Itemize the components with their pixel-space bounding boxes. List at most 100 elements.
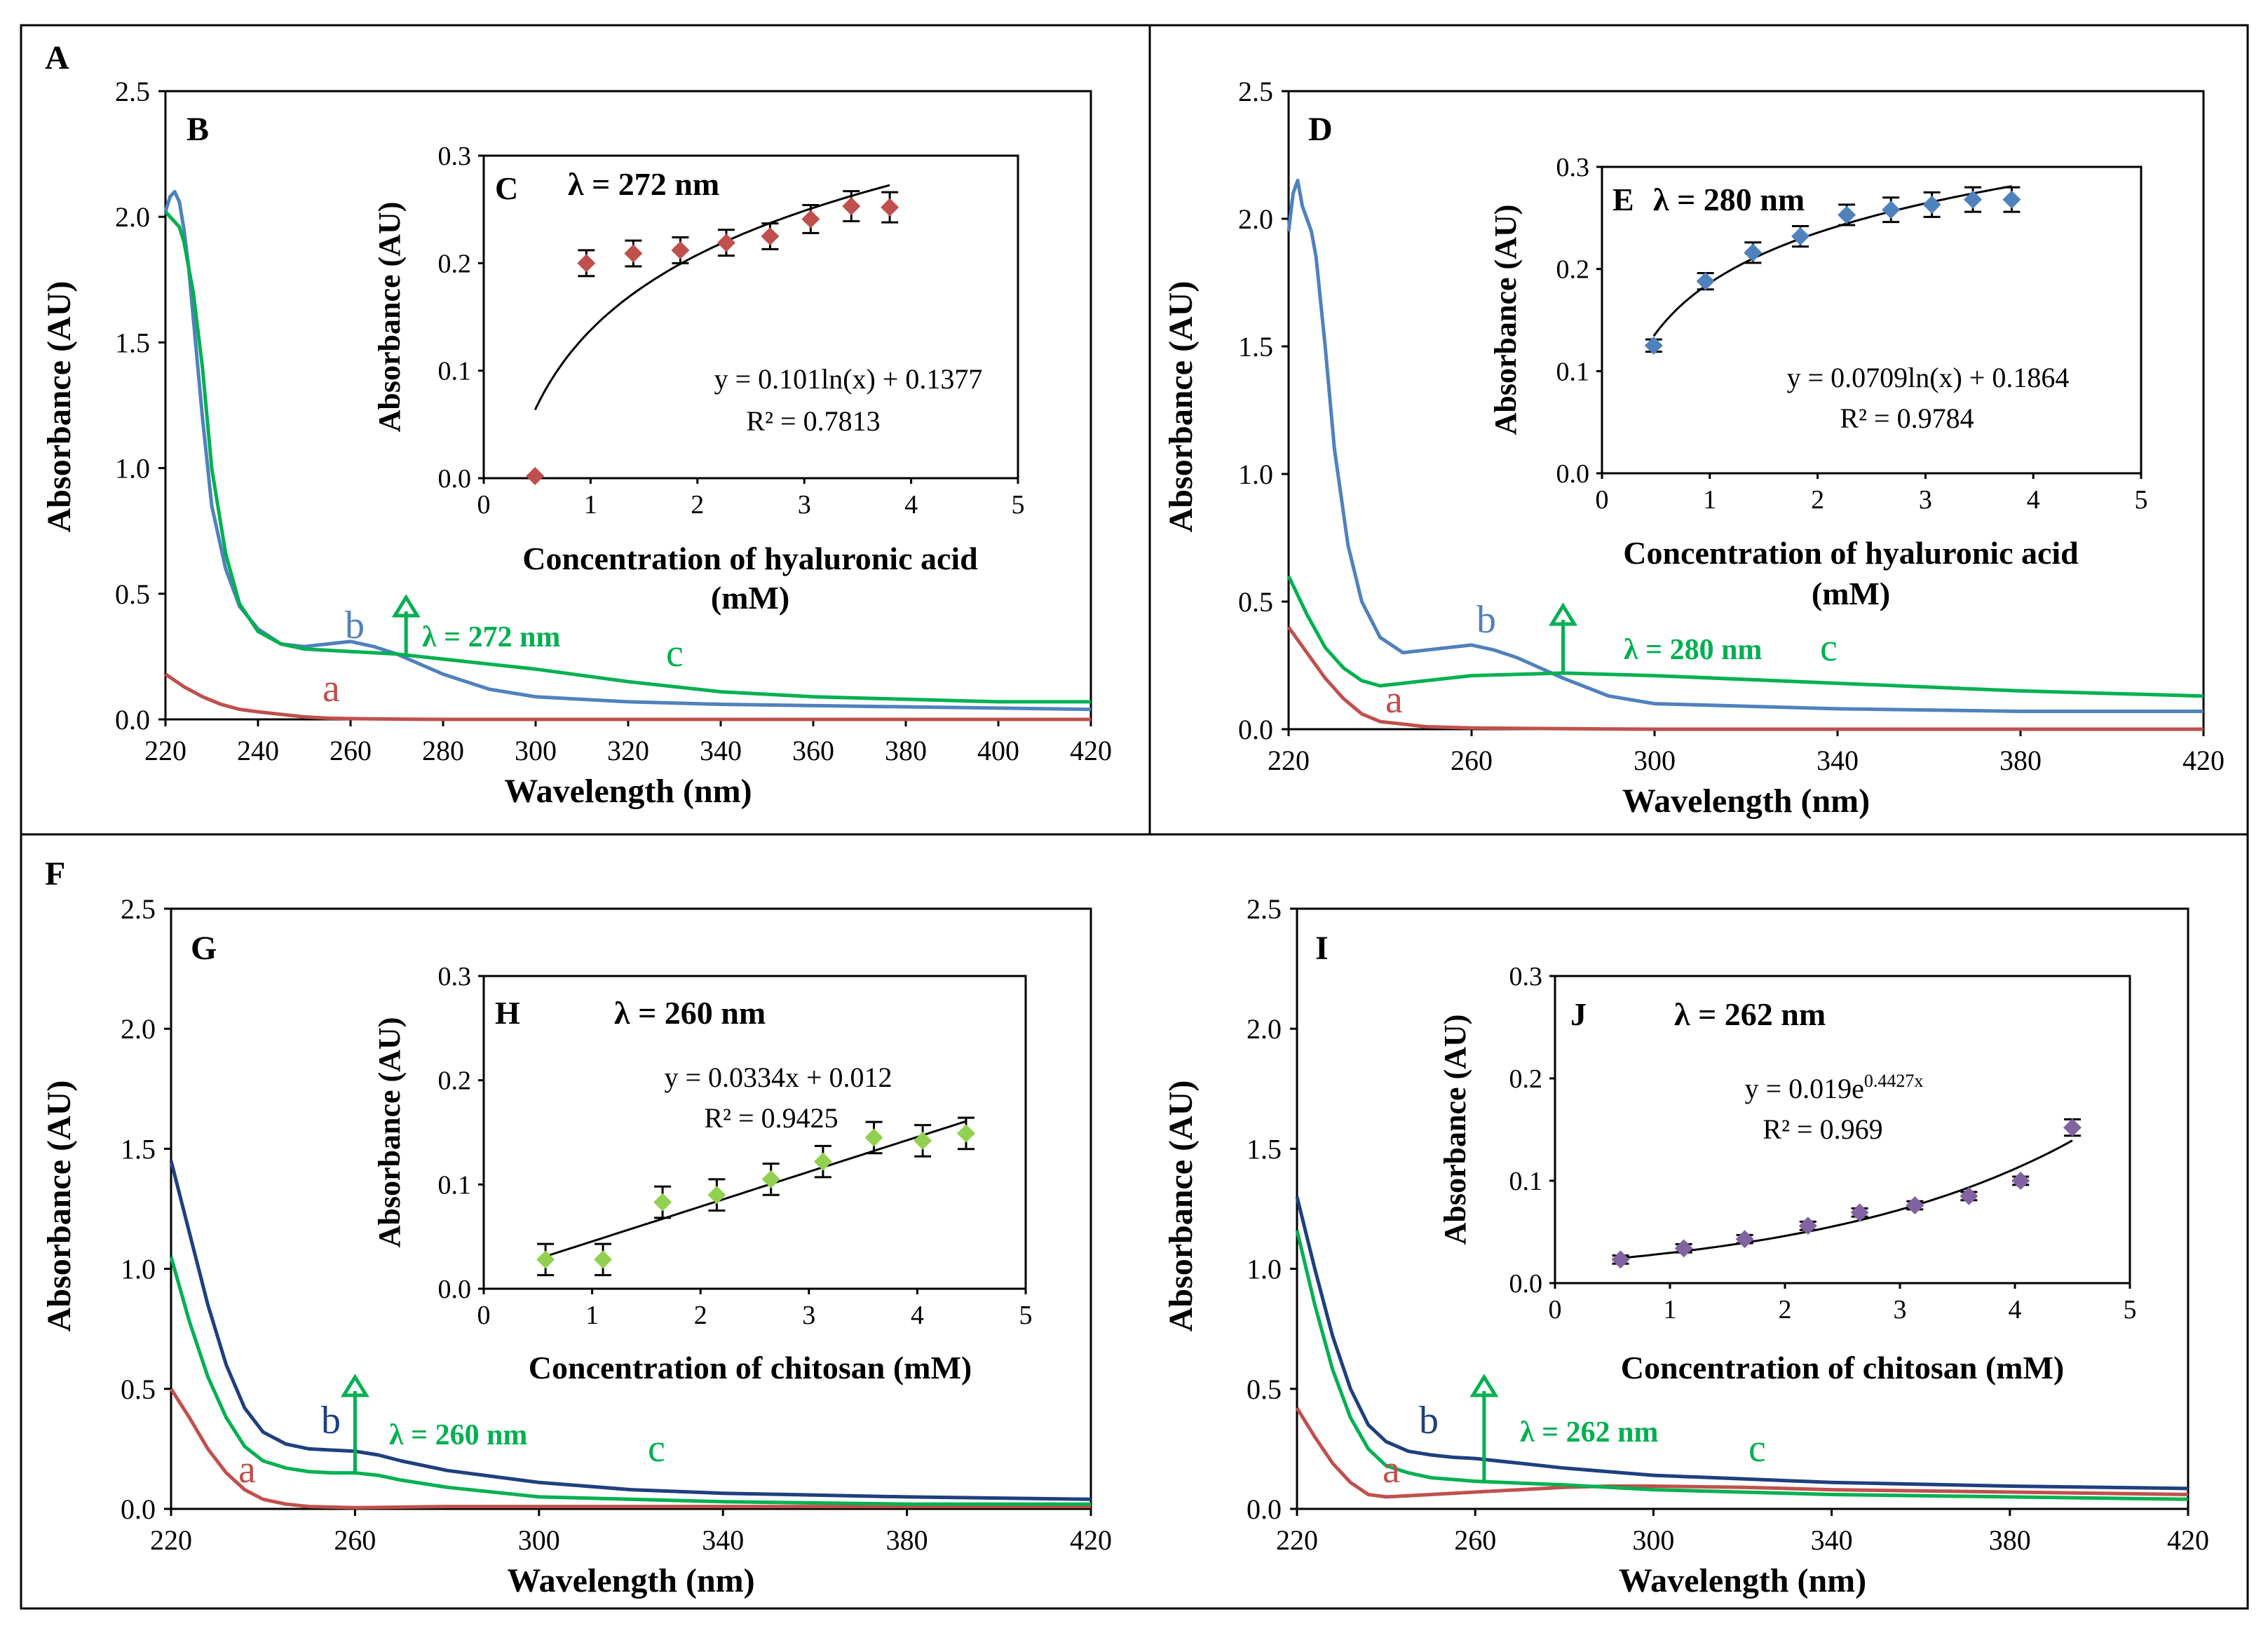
inset-y-tick-label: 0.1 [1509, 1167, 1543, 1196]
y-tick-label: 1.0 [115, 453, 150, 485]
plot-label: G [191, 930, 217, 967]
y-tick-label: 2.5 [1247, 893, 1282, 925]
inset-x-tick-label: 5 [1019, 1301, 1033, 1330]
series-line-c [1286, 575, 2204, 698]
inset-chart: 0.0 0.1 0.2 0.3 0 1 2 3 4 5 Concentration of hyalu… [372, 142, 1025, 616]
inset-y-tick-label: 0.3 [1556, 153, 1590, 182]
inset-data-point [1744, 243, 1763, 262]
inset-label: J [1570, 996, 1587, 1032]
inset-x-tick-label: 5 [1012, 490, 1025, 520]
y-axis-label: Absorbance (AU) [1162, 281, 1200, 533]
inset-data-point [536, 1250, 555, 1269]
inset-x-tick-label: 0 [1596, 485, 1609, 515]
x-tick-label: 260 [1451, 745, 1493, 776]
inset-data-point [577, 254, 596, 273]
inset-lambda-label: λ = 262 nm [1674, 996, 1826, 1032]
y-tick-label: 1.0 [1247, 1254, 1282, 1285]
series-line-a [1295, 1407, 2189, 1499]
inset-label: E [1612, 182, 1634, 217]
inset-r2: R² = 0.9784 [1840, 402, 1974, 434]
inset-y-tick-label: 0.0 [1509, 1269, 1543, 1299]
series-line-b [1286, 178, 2204, 713]
inset-r2: R² = 0.969 [1763, 1113, 1882, 1145]
inset-data-point [671, 240, 690, 259]
inset-data-point [624, 244, 643, 263]
inset-data-point [1906, 1196, 1924, 1215]
y-tick-label: 0.0 [1247, 1493, 1282, 1525]
inset-x-tick-label: 1 [1703, 485, 1716, 515]
inset-chart: 0.0 0.1 0.2 0.3 0 1 2 3 4 5 Concentration of hyalu… [1488, 153, 2148, 611]
inset-r2: R² = 0.9425 [704, 1102, 838, 1134]
inset-y-axis-label: Absorbance (AU) [1488, 205, 1523, 435]
inset-trendline [534, 184, 890, 411]
series-label-a: a [1385, 678, 1403, 721]
x-tick-label: 300 [515, 735, 557, 766]
series-line-b [1295, 1196, 2189, 1491]
inset-y-tick-label: 0.3 [1509, 962, 1543, 991]
y-tick-label: 0.5 [1247, 1374, 1282, 1405]
inset-data-point [1798, 1217, 1817, 1235]
y-tick-label: 2.0 [115, 201, 150, 233]
x-tick-label: 340 [1811, 1524, 1853, 1556]
inset-y-tick-label: 0.1 [1556, 357, 1590, 386]
inset-data-point [761, 1170, 780, 1188]
x-axis-label: Wavelength (nm) [507, 1562, 754, 1599]
y-axis-label: Absorbance (AU) [41, 1080, 78, 1332]
series-label-c: c [648, 1427, 665, 1470]
inset-x-tick-label: 0 [477, 1301, 491, 1330]
inset-x-axis-label: Concentration of hyaluronic acid [522, 541, 978, 576]
inset-frame [1554, 975, 2131, 1285]
series-label-b: b [1419, 1399, 1439, 1442]
inset-x-tick-label: 1 [1664, 1295, 1677, 1324]
lambda-label: λ = 272 nm [422, 621, 560, 653]
inset-data-point [526, 466, 545, 485]
inset-equation-exponent: 0.4427x [1864, 1071, 1924, 1091]
inset-frame [482, 975, 1027, 1290]
y-axis-label: Absorbance (AU) [41, 281, 78, 533]
x-tick-label: 300 [1634, 745, 1676, 776]
inset-y-tick-label: 0.2 [438, 1066, 472, 1096]
inset-x-tick-label: 2 [694, 1301, 707, 1330]
lambda-label: λ = 262 nm [1520, 1416, 1658, 1449]
y-tick-label: 1.5 [115, 327, 150, 358]
series-line-a [1286, 625, 2204, 731]
x-tick-label: 280 [422, 735, 464, 766]
panel-label: F [45, 855, 65, 893]
inset-data-point [707, 1186, 726, 1205]
x-axis-label: Wavelength (nm) [504, 773, 752, 810]
x-tick-label: 320 [607, 735, 649, 766]
inset-trendline [545, 1120, 967, 1258]
series-label-c: c [1820, 626, 1838, 670]
inset-y-axis-label: Absorbance (AU) [372, 1017, 407, 1248]
series-label-c: c [1748, 1427, 1766, 1470]
lambda-arrow-head [391, 594, 421, 618]
inset-data-point [594, 1250, 613, 1269]
inset-data-point [1611, 1250, 1630, 1269]
inset-equation-base: y = 0.019e [1745, 1073, 1864, 1104]
x-tick-label: 300 [518, 1524, 560, 1556]
inset-x-tick-label: 3 [802, 1301, 815, 1330]
x-tick-label: 260 [334, 1524, 376, 1556]
inset-x-tick-label: 2 [1811, 485, 1824, 515]
x-tick-label: 340 [700, 735, 742, 766]
y-tick-label: 2.0 [1238, 203, 1273, 235]
inset-data-point [2011, 1172, 2030, 1190]
inset-data-point [864, 1128, 883, 1147]
plot-label: D [1308, 111, 1333, 148]
x-tick-label: 260 [330, 735, 372, 766]
inset-x-tick-label: 3 [1894, 1295, 1907, 1324]
figure-border [20, 24, 2249, 1610]
inset-x-tick-label: 2 [691, 490, 704, 520]
inset-y-tick-label: 0.3 [438, 962, 472, 991]
inset-equation: y = 0.019e0.4427x [1745, 1071, 1924, 1104]
series-label-c: c [666, 632, 684, 675]
inset-data-point [914, 1131, 932, 1150]
x-tick-label: 260 [1454, 1524, 1496, 1556]
inset-x-axis-label: Concentration of chitosan (mM) [1621, 1350, 2064, 1385]
inset-r2: R² = 0.7813 [746, 405, 880, 437]
inset-x-axis-label-unit: (mM) [711, 580, 789, 616]
